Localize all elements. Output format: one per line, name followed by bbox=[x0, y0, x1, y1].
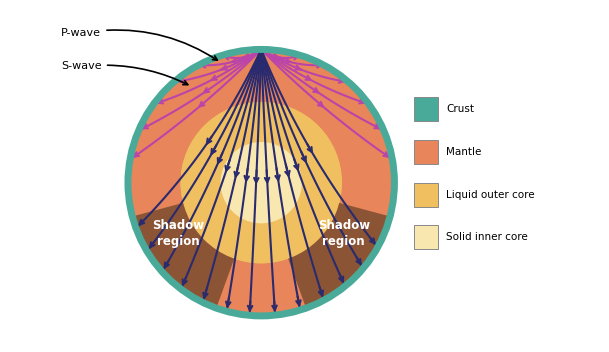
FancyBboxPatch shape bbox=[415, 98, 438, 121]
Circle shape bbox=[221, 143, 301, 222]
Polygon shape bbox=[133, 183, 261, 308]
Text: Solid inner core: Solid inner core bbox=[446, 232, 528, 242]
Text: Crust: Crust bbox=[446, 105, 474, 114]
Circle shape bbox=[181, 103, 341, 263]
Text: Shadow
region: Shadow region bbox=[318, 219, 370, 248]
Circle shape bbox=[128, 49, 395, 316]
FancyBboxPatch shape bbox=[415, 183, 438, 207]
FancyBboxPatch shape bbox=[415, 140, 438, 164]
Circle shape bbox=[181, 103, 341, 263]
Polygon shape bbox=[261, 183, 390, 308]
Text: Shadow
region: Shadow region bbox=[152, 219, 205, 248]
FancyBboxPatch shape bbox=[415, 225, 438, 249]
Text: P-wave: P-wave bbox=[62, 28, 217, 60]
Text: Mantle: Mantle bbox=[446, 147, 482, 157]
Circle shape bbox=[221, 143, 301, 222]
Text: Liquid outer core: Liquid outer core bbox=[446, 190, 535, 200]
Text: S-wave: S-wave bbox=[62, 61, 188, 85]
